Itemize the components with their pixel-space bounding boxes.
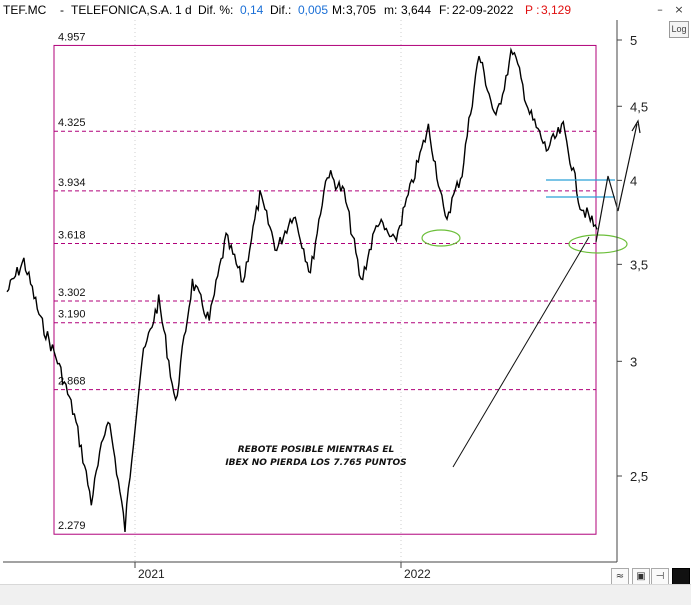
y-tick-label: 5 (630, 33, 637, 48)
level-label: 2.868 (58, 376, 86, 388)
x-tick-label: 2021 (138, 567, 165, 581)
y-tick-label: 3,5 (630, 257, 648, 272)
min-label: m: (384, 3, 398, 17)
level-label: 2.279 (58, 520, 86, 532)
max-value: 3,705 (346, 3, 377, 17)
annotations: REBOTE POSIBLE MIENTRAS EL IBEX NO PIERDA… (225, 119, 641, 468)
color-swatch-button[interactable] (672, 568, 690, 585)
price-series (6, 47, 598, 532)
company-name: TELEFONICA,S.A. (71, 3, 173, 17)
level-label: 3.190 (58, 309, 86, 321)
dif-pct-value: 0,14 (240, 3, 264, 17)
name-separator: - (60, 3, 64, 17)
close-button[interactable]: × (674, 3, 684, 16)
save-icon[interactable]: ▣ (632, 568, 650, 585)
level-label: 4.957 (58, 31, 86, 43)
zoom-tool-button[interactable]: ≈ (611, 568, 629, 585)
period-label: 1 d (175, 3, 192, 17)
price-value: 3,129 (541, 3, 572, 17)
projection-path (595, 123, 638, 243)
arrow-head (631, 119, 641, 134)
price-chart: 4.957 4.325 3.934 3.618 3.302 3.190 2.868 2.279… (3, 20, 648, 581)
dif-label: Dif.: (270, 3, 292, 17)
status-bar (0, 584, 691, 605)
x-tick-label: 2022 (404, 567, 431, 581)
support-ellipse (421, 229, 461, 247)
level-lines: 4.957 4.325 3.934 3.618 3.302 3.190 2.868 2.279 (53, 31, 597, 535)
y-tick-label: 2,5 (630, 469, 648, 484)
dif-value: 0,005 (298, 3, 329, 17)
y-tick-label: 4,5 (630, 99, 648, 114)
pin-icon[interactable]: ⊣ (651, 568, 669, 585)
price-label: P : (525, 3, 540, 17)
axes: 5 4,5 4 3,5 3 2,5 2021 2022 (3, 20, 648, 581)
annotation-text: REBOTE POSIBLE MIENTRAS EL (238, 445, 395, 455)
min-value: 3,644 (401, 3, 432, 17)
minimize-button[interactable]: – (657, 3, 663, 16)
symbol-label: TEF.MC (3, 3, 47, 17)
level-label: 3.302 (58, 287, 86, 299)
dif-pct-label: Dif. %: (198, 3, 234, 17)
annotation-pointer (452, 236, 590, 468)
date-value: 22-09-2022 (452, 3, 514, 17)
name-dash: - (160, 3, 164, 17)
level-label: 3.934 (58, 177, 86, 189)
level-label: 4.325 (58, 117, 86, 129)
level-label: 3.618 (58, 229, 86, 241)
support-ellipse (568, 234, 628, 254)
levels-frame (53, 44, 597, 535)
grid (134, 20, 402, 562)
date-label: F: (439, 3, 450, 17)
log-scale-button[interactable]: Log (669, 21, 689, 38)
y-tick-label: 3 (630, 354, 637, 369)
max-label: M: (332, 3, 346, 17)
chart-header: TEF.MC - TELEFONICA,S.A. - 1 d Dif. %: 0… (0, 0, 691, 20)
annotation-text: IBEX NO PIERDA LOS 7.765 PUNTOS (225, 458, 406, 468)
price-line (6, 47, 598, 532)
y-tick-label: 4 (630, 173, 637, 188)
